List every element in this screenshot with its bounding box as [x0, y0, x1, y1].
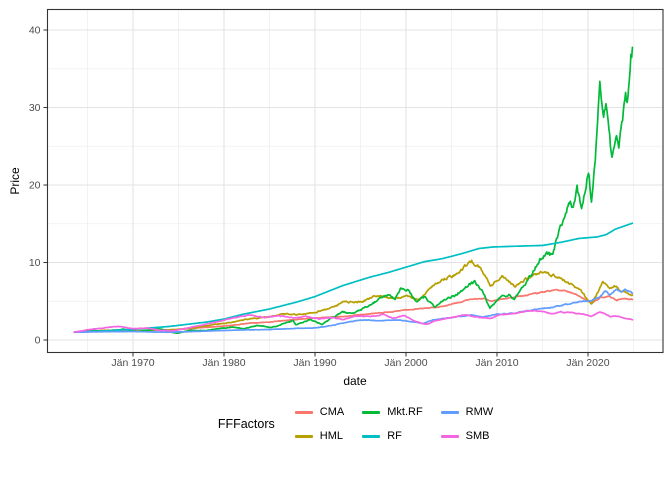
panel-border [46, 8, 664, 354]
y-axis-title: Price [8, 167, 22, 195]
y-tick-label: 0 [35, 335, 41, 347]
series-line-smb [73, 309, 634, 333]
legend-key-cma [294, 410, 313, 414]
x-tick-label: Jän 2010 [475, 357, 518, 369]
legend-entries: CMA HML Mkt.RF RF RMW SMB [294, 406, 494, 442]
legend-label-hml: HML [319, 430, 343, 442]
major-gridlines [47, 9, 663, 353]
x-tick-label: Jän 1990 [293, 357, 336, 369]
axis-ticks [43, 29, 589, 357]
y-tick-labels: 0 10 20 30 40 [29, 25, 41, 347]
legend-label-cma: CMA [319, 406, 345, 418]
legend-key-rf [362, 434, 381, 438]
y-tick-label: 40 [29, 25, 41, 37]
panel-background [47, 9, 663, 353]
legend-entry-rmw: RMW [440, 406, 494, 418]
legend: FFFactors CMA HML Mkt.RF RF RMW SMB [48, 406, 663, 442]
legend-key-mkt-rf [362, 410, 381, 414]
y-tick-label: 30 [29, 102, 41, 114]
series-lines [73, 46, 634, 335]
plot-area: Jän 1970 Jän 1980 Jän 1990 Jän 2000 Jän 2010… [29, 8, 664, 369]
legend-key-smb [440, 434, 459, 438]
y-tick-label: 20 [29, 180, 41, 192]
x-tick-label: Jän 1980 [202, 357, 245, 369]
legend-entry-cma: CMA [294, 406, 345, 418]
legend-key-rmw [440, 410, 459, 414]
legend-entry-mkt-rf: Mkt.RF [362, 406, 423, 418]
series-line-rmw [73, 288, 634, 334]
x-tick-labels: Jän 1970 Jän 1980 Jän 1990 Jän 2000 Jän 2010… [111, 357, 609, 369]
x-tick-label: Jän 2020 [566, 357, 609, 369]
legend-label-rf: RF [387, 430, 402, 442]
legend-title: FFFactors [217, 417, 275, 431]
legend-label-mkt-rf: Mkt.RF [387, 406, 423, 418]
legend-label-smb: SMB [465, 430, 490, 442]
legend-key-hml [294, 434, 313, 438]
x-tick-label: Jän 2000 [384, 357, 427, 369]
legend-label-rmw: RMW [465, 406, 494, 418]
legend-entry-rf: RF [362, 430, 422, 442]
minor-gridlines [47, 9, 663, 353]
series-line-rf [73, 222, 634, 334]
legend-entry-smb: SMB [440, 430, 494, 442]
y-tick-label: 10 [29, 257, 41, 269]
x-tick-label: Jän 1970 [111, 357, 154, 369]
x-axis-title: date [343, 374, 367, 388]
legend-entry-hml: HML [294, 430, 344, 442]
